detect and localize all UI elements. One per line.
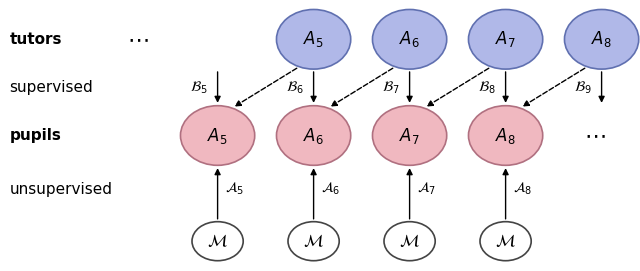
Text: $\mathcal{A}_{7}$: $\mathcal{A}_{7}$ xyxy=(417,180,436,196)
Ellipse shape xyxy=(276,9,351,69)
Text: $\mathcal{B}_{9}$: $\mathcal{B}_{9}$ xyxy=(574,79,592,96)
Text: $\mathcal{A}_{6}$: $\mathcal{A}_{6}$ xyxy=(321,180,340,196)
Text: $\mathcal{A}_{8}$: $\mathcal{A}_{8}$ xyxy=(513,180,532,196)
Text: $\mathcal{M}$: $\mathcal{M}$ xyxy=(399,232,420,250)
Text: $\mathcal{B}_{8}$: $\mathcal{B}_{8}$ xyxy=(478,79,496,96)
Ellipse shape xyxy=(480,222,531,261)
Text: tutors: tutors xyxy=(10,32,62,47)
Text: $A_{6}$: $A_{6}$ xyxy=(303,125,324,146)
Text: $\mathcal{M}$: $\mathcal{M}$ xyxy=(303,232,324,250)
Ellipse shape xyxy=(372,9,447,69)
Text: unsupervised: unsupervised xyxy=(10,182,113,197)
Text: $\cdots$: $\cdots$ xyxy=(127,29,148,49)
Text: $\mathcal{B}_{5}$: $\mathcal{B}_{5}$ xyxy=(190,79,208,96)
Text: $\mathcal{B}_{6}$: $\mathcal{B}_{6}$ xyxy=(286,79,304,96)
Text: $A_{5}$: $A_{5}$ xyxy=(207,125,228,146)
Text: $\cdots$: $\cdots$ xyxy=(584,125,606,146)
Text: pupils: pupils xyxy=(10,128,61,143)
Text: $A_{8}$: $A_{8}$ xyxy=(495,125,516,146)
Text: $A_{8}$: $A_{8}$ xyxy=(591,29,612,49)
Ellipse shape xyxy=(192,222,243,261)
Text: $\mathcal{A}_{5}$: $\mathcal{A}_{5}$ xyxy=(225,180,244,196)
Ellipse shape xyxy=(564,9,639,69)
Text: $A_{5}$: $A_{5}$ xyxy=(303,29,324,49)
Ellipse shape xyxy=(276,106,351,165)
Text: $A_{6}$: $A_{6}$ xyxy=(399,29,420,49)
Ellipse shape xyxy=(384,222,435,261)
Text: $\mathcal{B}_{7}$: $\mathcal{B}_{7}$ xyxy=(383,79,400,96)
Ellipse shape xyxy=(372,106,447,165)
Ellipse shape xyxy=(180,106,255,165)
Text: $\mathcal{M}$: $\mathcal{M}$ xyxy=(207,232,228,250)
Text: $\mathcal{M}$: $\mathcal{M}$ xyxy=(495,232,516,250)
Text: $A_{7}$: $A_{7}$ xyxy=(399,125,420,146)
Text: supervised: supervised xyxy=(10,80,93,95)
Ellipse shape xyxy=(468,9,543,69)
Ellipse shape xyxy=(288,222,339,261)
Text: $A_{7}$: $A_{7}$ xyxy=(495,29,516,49)
Ellipse shape xyxy=(468,106,543,165)
